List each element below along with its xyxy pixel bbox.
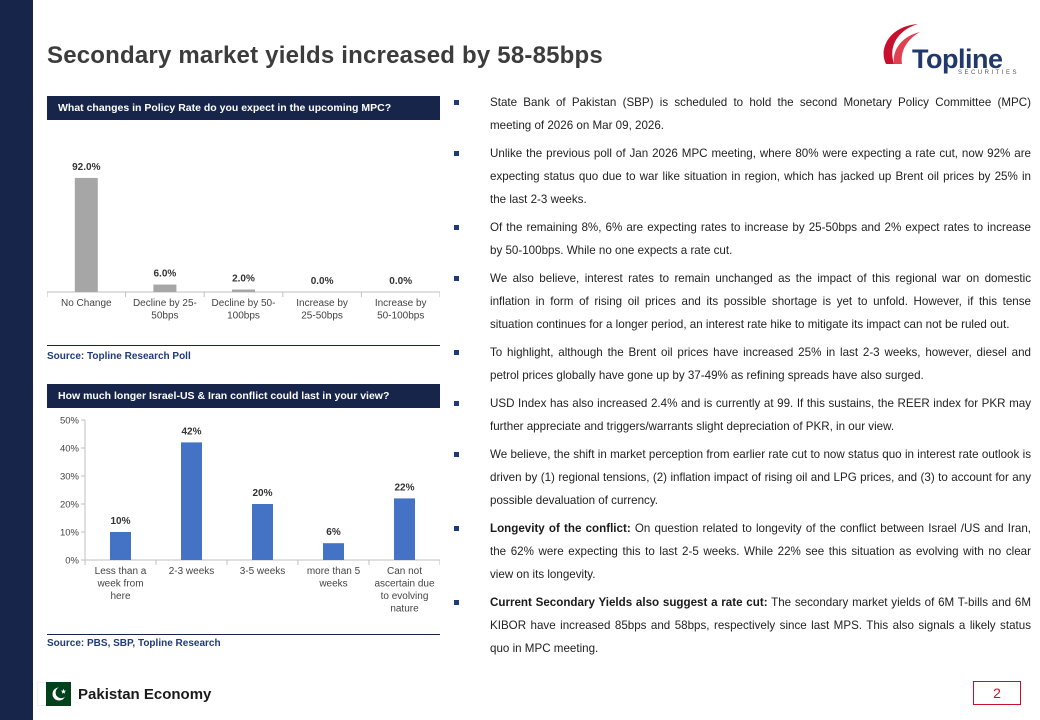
conflict-duration-chart: 0% 10% 20% 30% 40% 50% 10% Less than a week from… <box>60 416 440 615</box>
category-label: 25-50bps <box>301 311 343 322</box>
data-label: 10% <box>110 516 130 527</box>
category-label: Increase by <box>375 298 427 309</box>
category-label: here <box>110 591 130 602</box>
bullet-item: Longevity of the conflict: On question r… <box>452 517 1031 586</box>
category-label: Increase by <box>296 298 348 309</box>
logo-swoosh-icon <box>883 24 920 64</box>
bar <box>153 284 177 292</box>
category-label: weeks <box>318 579 347 590</box>
category-label: nature <box>390 604 419 615</box>
chart1-source: Source: Topline Research Poll <box>47 351 191 362</box>
chart2-source: Source: PBS, SBP, Topline Research <box>47 638 221 649</box>
bullet-marker-icon <box>454 401 459 406</box>
pakistan-flag-icon <box>37 682 71 706</box>
category-label: Decline by 25- <box>133 298 197 309</box>
logo-subtitle: SECURITIES <box>958 70 1020 76</box>
bullet-marker-icon <box>454 600 459 605</box>
data-label: 92.0% <box>72 162 100 173</box>
y-tick-label: 20% <box>60 500 80 511</box>
logo-wordmark: Topline <box>912 44 1003 74</box>
bar <box>252 504 273 560</box>
category-label: to evolving <box>381 591 429 602</box>
bullet-item: Of the remaining 8%, 6% are expecting ra… <box>452 216 1031 262</box>
policy-rate-poll-chart: 92.0% No Change 6.0% Decline by 25- 50bps 2.0… <box>47 162 440 322</box>
bullet-marker-icon <box>454 526 459 531</box>
chart2-header: How much longer Israel-US & Iran conflic… <box>47 384 440 408</box>
bar <box>110 532 131 560</box>
page-number: 2 <box>973 681 1021 705</box>
bullet-marker-icon <box>454 350 459 355</box>
category-label: more than 5 <box>307 566 361 577</box>
y-tick-label: 0% <box>65 556 79 567</box>
y-tick-label: 50% <box>60 416 80 427</box>
bullet-item: USD Index has also increased 2.4% and is… <box>452 392 1031 438</box>
bar <box>181 442 202 560</box>
bullet-item: Current Secondary Yields also suggest a … <box>452 591 1031 660</box>
category-label: No Change <box>61 298 112 309</box>
category-label: 3-5 weeks <box>240 566 286 577</box>
bullet-item: We believe, the shift in market percepti… <box>452 443 1031 512</box>
chart1-header: What changes in Policy Rate do you expec… <box>47 96 440 120</box>
y-tick-label: 30% <box>60 472 80 483</box>
category-label: week from <box>96 579 143 590</box>
left-accent-bar <box>0 0 33 720</box>
bullet-item: State Bank of Pakistan (SBP) is schedule… <box>452 91 1031 137</box>
bar <box>323 543 344 560</box>
category-label: Less than a <box>95 566 147 577</box>
data-label: 0.0% <box>311 276 334 287</box>
chart2-divider <box>47 634 440 635</box>
bullet-item: Unlike the previous poll of Jan 2026 MPC… <box>452 142 1031 211</box>
category-label: ascertain due <box>374 579 434 590</box>
data-label: 42% <box>181 426 201 437</box>
data-label: 22% <box>394 482 414 493</box>
data-label: 20% <box>252 488 272 499</box>
bullet-marker-icon <box>454 225 459 230</box>
data-label: 6% <box>326 527 341 538</box>
category-label: 100bps <box>227 311 260 322</box>
footer-section-label: Pakistan Economy <box>78 686 212 703</box>
data-label: 6.0% <box>154 269 177 280</box>
data-label: 0.0% <box>389 276 412 287</box>
bullet-marker-icon <box>454 100 459 105</box>
bar <box>74 177 98 292</box>
page-title: Secondary market yields increased by 58-… <box>47 42 603 69</box>
category-label: Decline by 50- <box>212 298 276 309</box>
data-label: 2.0% <box>232 274 255 285</box>
bar <box>232 289 255 292</box>
commentary-bullets: State Bank of Pakistan (SBP) is schedule… <box>452 91 1031 665</box>
category-label: 2-3 weeks <box>169 566 215 577</box>
bar <box>394 498 415 560</box>
bullet-item: We also believe, interest rates to remai… <box>452 267 1031 336</box>
bullet-marker-icon <box>454 452 459 457</box>
category-label: Can not <box>387 566 422 577</box>
chart1-divider <box>47 345 440 346</box>
category-label: 50bps <box>151 311 178 322</box>
y-tick-label: 40% <box>60 444 80 455</box>
topline-logo: Topline SECURITIES <box>872 20 1022 80</box>
category-label: 50-100bps <box>377 311 424 322</box>
bullet-marker-icon <box>454 151 459 156</box>
bullet-item: To highlight, although the Brent oil pri… <box>452 341 1031 387</box>
bullet-marker-icon <box>454 276 459 281</box>
y-tick-label: 10% <box>60 528 80 539</box>
